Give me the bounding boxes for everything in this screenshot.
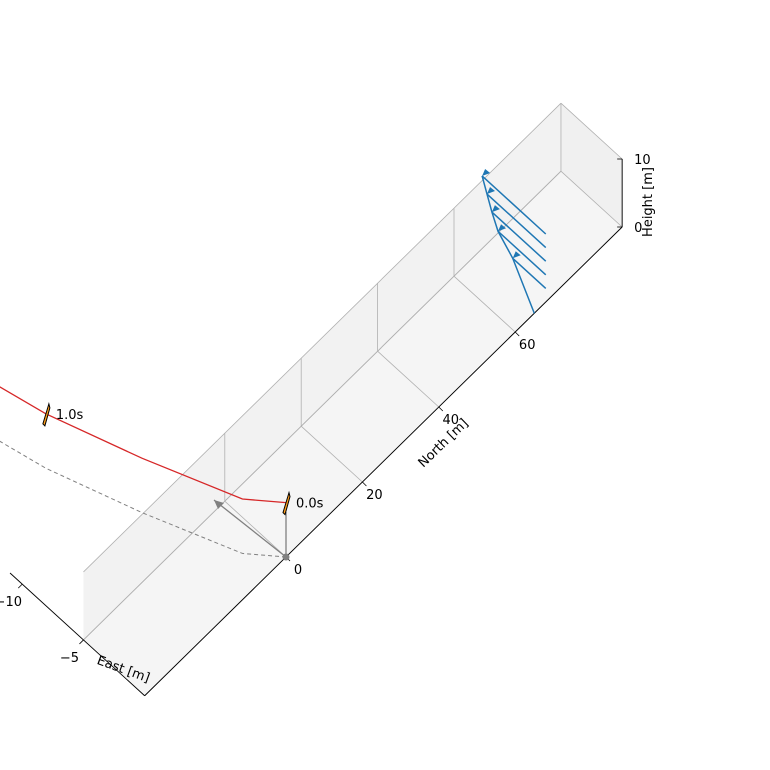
- wind-arrowhead: [482, 168, 491, 176]
- grid-line: [83, 170, 562, 641]
- wind-arrowhead: [491, 205, 500, 213]
- east-axis-line: [9, 572, 145, 697]
- grid-line: [377, 350, 440, 408]
- ground-track: [0, 440, 287, 558]
- wind-arrow: [491, 211, 547, 262]
- north-tick: [362, 481, 367, 487]
- north-tick-label: 40: [443, 413, 460, 428]
- grid-line: [560, 170, 623, 228]
- height-tick-label: 0: [634, 221, 642, 236]
- north-tick-label: 20: [366, 488, 383, 503]
- flight-path: [0, 386, 287, 504]
- grid-line: [83, 102, 562, 573]
- east-tick-label: −5: [60, 651, 79, 666]
- wind-arrowhead: [498, 224, 507, 232]
- wing-marker: [42, 401, 51, 427]
- heading-arrowhead: [214, 500, 224, 509]
- time-label: 1.0s: [56, 408, 84, 423]
- wind-arrowhead: [487, 187, 496, 195]
- north-axis-line: [144, 226, 623, 697]
- grid-line: [560, 102, 623, 160]
- wing-marker: [282, 490, 291, 516]
- grid-line: [300, 425, 363, 483]
- east-tick-label: −10: [0, 595, 22, 610]
- wind-arrow: [481, 175, 547, 235]
- wind-arrow: [486, 193, 547, 249]
- east-tick: [17, 583, 23, 589]
- east-tick: [79, 639, 84, 645]
- north-tick: [514, 331, 520, 337]
- time-label: 0.0s: [296, 497, 324, 512]
- heading-arrow: [213, 499, 287, 558]
- wind-arrowhead: [512, 251, 521, 259]
- north-tick-label: 0: [294, 563, 302, 578]
- grid-line: [453, 275, 516, 333]
- wind-arrow: [512, 257, 547, 289]
- north-tick-label: 60: [519, 338, 536, 353]
- pane-east-wall: [83, 103, 561, 640]
- wind-profile-curve: [481, 175, 535, 314]
- grid-line: [224, 500, 287, 558]
- pane-floor: [83, 171, 623, 696]
- height-axis-label: Height [m]: [641, 167, 656, 237]
- height-tick-label: 10: [634, 153, 651, 168]
- north-tick: [438, 406, 444, 412]
- wind-arrow: [497, 230, 547, 276]
- pane-back-wall: [560, 103, 623, 227]
